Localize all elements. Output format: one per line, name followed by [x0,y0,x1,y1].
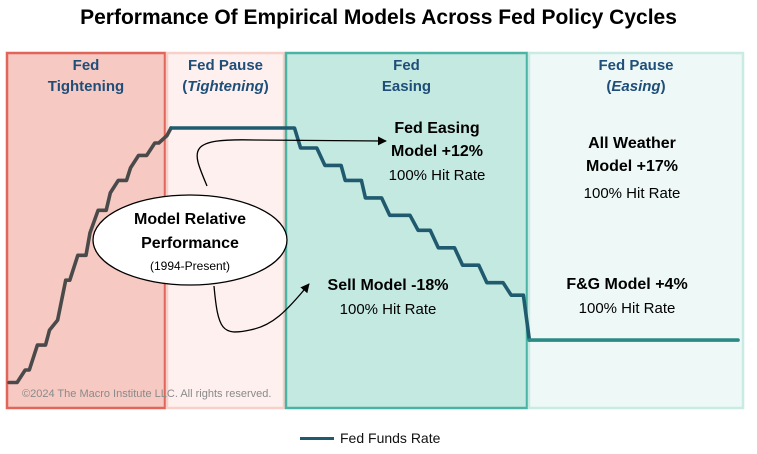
annotation-4-title: F&G Model +4% [566,276,687,293]
annotation-3-hit-rate: 100% Hit Rate [584,185,681,202]
phase-label-2-line2: (Tightening) [182,78,268,95]
series-line-segment-1 [7,126,173,385]
callout-arrow-up [196,136,387,187]
phase-label-3-line2: Easing [382,78,431,95]
callout-ellipse [92,194,288,286]
legend: Fed Funds Rate [300,430,440,446]
callout-layer: Model Relative Performance (1994-Present… [92,136,387,333]
annotation-2-title: Sell Model -18% [328,277,449,294]
text-layer: ©2024 The Macro Institute LLC. All right… [22,120,688,400]
phase-label-3-line1: Fed [393,57,420,74]
copyright-text: ©2024 The Macro Institute LLC. All right… [22,388,271,400]
line-layer [7,126,740,385]
series-line-segment-2 [169,126,532,342]
annotation-1-hit-rate: 100% Hit Rate [389,167,486,184]
phase-band-3 [284,51,529,410]
phase-label-1-line2: Tightening [48,78,124,95]
annotation-3-title-line2: Model +17% [586,158,678,175]
callout-line3: (1994-Present) [150,259,230,273]
legend-swatch-fed-funds-rate [300,436,334,440]
callout-arrow-down [213,283,310,333]
callout-line2: Performance [141,235,239,252]
phase-band-4 [527,51,745,410]
chart-title: Performance Of Empirical Models Across F… [80,6,677,29]
callout-line1: Model Relative [134,211,246,228]
annotation-4-hit-rate: 100% Hit Rate [579,300,676,317]
annotation-1-title-line2: Model +12% [391,143,483,160]
legend-label-fed-funds-rate: Fed Funds Rate [340,430,441,446]
annotation-2-hit-rate: 100% Hit Rate [340,301,437,318]
phase-label-4-line2: (Easing) [606,78,665,95]
phase-label-1-line1: Fed [73,57,100,74]
phase-label-2-line1: Fed Pause [188,57,263,74]
annotation-3-title: All Weather [588,135,676,152]
phase-label-4-line1: Fed Pause [598,57,673,74]
annotation-1-title: Fed Easing [394,120,479,137]
